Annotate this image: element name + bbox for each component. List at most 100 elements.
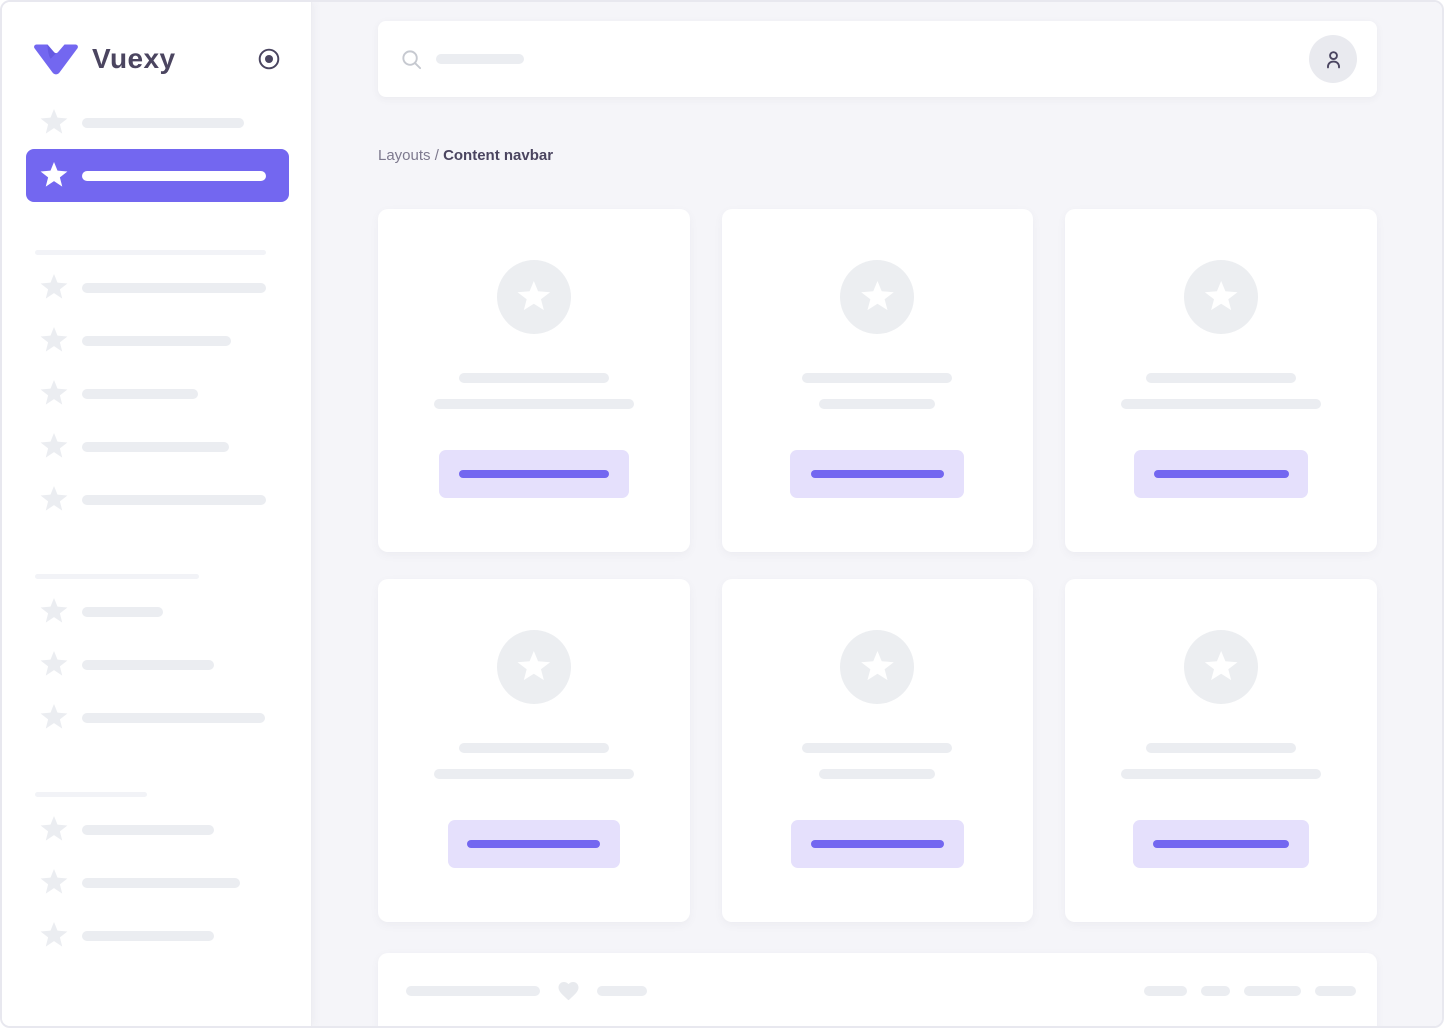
sidebar-item[interactable]: [2, 314, 311, 367]
footer-link-skeleton[interactable]: [1244, 986, 1301, 996]
vuexy-v-icon: [34, 44, 78, 74]
search-icon: [402, 49, 422, 69]
sidebar: Vuexy: [2, 2, 312, 1026]
card-title-skeleton: [802, 743, 953, 753]
breadcrumb-current: Content navbar: [443, 147, 554, 164]
card-avatar-circle: [1184, 260, 1259, 334]
sidebar-item[interactable]: [2, 367, 311, 420]
card-avatar-circle: [1184, 630, 1259, 704]
star-icon: [861, 651, 894, 681]
sidebar-menu: [2, 96, 311, 962]
card-subtitle-skeleton: [1121, 399, 1322, 409]
card: [378, 209, 690, 552]
user-avatar[interactable]: [1309, 35, 1357, 83]
main-content: Layouts / Content navbar: [312, 2, 1442, 1026]
card-title-skeleton: [458, 743, 609, 753]
sidebar-item-label-skeleton: [82, 659, 214, 670]
card-avatar-circle: [840, 260, 915, 334]
star-icon: [40, 327, 68, 352]
button-label-skeleton: [1153, 840, 1290, 848]
card-action-button[interactable]: [790, 820, 964, 868]
star-icon: [40, 433, 68, 458]
menu-collapse-toggle[interactable]: [256, 46, 282, 72]
sidebar-item[interactable]: [2, 420, 311, 473]
card-action-button[interactable]: [1133, 820, 1310, 868]
star-icon: [861, 281, 894, 311]
card-subtitle-skeleton: [1121, 769, 1322, 779]
breadcrumb-link-layouts[interactable]: Layouts: [378, 147, 431, 164]
star-icon: [40, 869, 68, 894]
sidebar-item-label-skeleton: [82, 282, 266, 293]
card: [721, 209, 1034, 552]
sidebar-item-label-skeleton: [82, 712, 265, 723]
menu-section-header-skeleton: [35, 574, 199, 579]
card-action-button[interactable]: [438, 450, 629, 498]
card: [1065, 579, 1377, 922]
sidebar-item[interactable]: [2, 585, 311, 638]
sidebar-item-label-skeleton: [82, 606, 163, 617]
star-icon: [40, 922, 68, 947]
card-subtitle-skeleton: [819, 769, 936, 779]
card-subtitle-skeleton: [819, 399, 936, 409]
button-label-skeleton: [810, 840, 944, 848]
card-avatar-circle: [496, 630, 571, 704]
star-icon: [40, 274, 68, 299]
card-title-skeleton: [1146, 743, 1297, 753]
card-avatar-circle: [496, 260, 571, 334]
sidebar-item[interactable]: [2, 473, 311, 526]
sidebar-item-label-skeleton: [82, 877, 240, 888]
footer-link-skeleton[interactable]: [1315, 986, 1356, 996]
footer-link-skeleton[interactable]: [1201, 986, 1230, 996]
card-avatar-circle: [840, 630, 915, 704]
sidebar-item-label-skeleton: [82, 335, 231, 346]
search-input[interactable]: [400, 48, 1309, 71]
sidebar-item-label-skeleton: [82, 441, 229, 452]
heart-icon: [558, 982, 579, 1001]
card: [721, 579, 1034, 922]
card: [1065, 209, 1377, 552]
star-icon: [1204, 281, 1238, 311]
sidebar-item-label-skeleton: [82, 117, 244, 128]
sidebar-item[interactable]: [2, 856, 311, 909]
sidebar-item-label-skeleton: [82, 930, 214, 941]
search-placeholder-skeleton: [436, 54, 524, 64]
sidebar-item[interactable]: [2, 261, 311, 314]
star-icon: [40, 380, 68, 405]
star-icon: [40, 598, 68, 623]
footer-right: [1130, 981, 1356, 1001]
footer-text-skeleton: [597, 986, 647, 996]
logo-row: Vuexy: [33, 42, 282, 76]
button-label-skeleton: [810, 470, 944, 478]
button-label-skeleton: [1153, 470, 1289, 478]
star-icon: [40, 704, 68, 729]
sidebar-item[interactable]: [2, 691, 311, 744]
star-icon: [40, 651, 68, 676]
card-action-button[interactable]: [1134, 450, 1309, 498]
card-subtitle-skeleton: [433, 769, 634, 779]
app-title: Vuexy: [92, 43, 176, 74]
card-title-skeleton: [1146, 373, 1297, 383]
cards-grid: [378, 209, 1377, 922]
sidebar-item[interactable]: [2, 909, 311, 962]
sidebar-item[interactable]: [2, 638, 311, 691]
card-title-skeleton: [802, 373, 953, 383]
star-icon: [40, 109, 68, 134]
sidebar-item-label-skeleton: [82, 494, 266, 505]
card: [378, 579, 690, 922]
sidebar-item-active[interactable]: [26, 149, 289, 202]
card-action-button[interactable]: [447, 820, 620, 868]
breadcrumb: Layouts / Content navbar: [378, 147, 1377, 165]
footer-link-skeleton[interactable]: [1144, 986, 1187, 996]
record-circle-icon: [258, 48, 280, 70]
page-footer: [378, 953, 1377, 1026]
sidebar-item[interactable]: [2, 803, 311, 856]
star-icon: [40, 816, 68, 841]
button-label-skeleton: [458, 470, 609, 478]
content-navbar: [378, 21, 1377, 97]
card-action-button[interactable]: [790, 450, 965, 498]
breadcrumb-separator: /: [430, 147, 444, 164]
sidebar-item-label-skeleton: [82, 388, 198, 399]
sidebar-item[interactable]: [2, 96, 311, 149]
menu-section-header-skeleton: [35, 792, 147, 797]
